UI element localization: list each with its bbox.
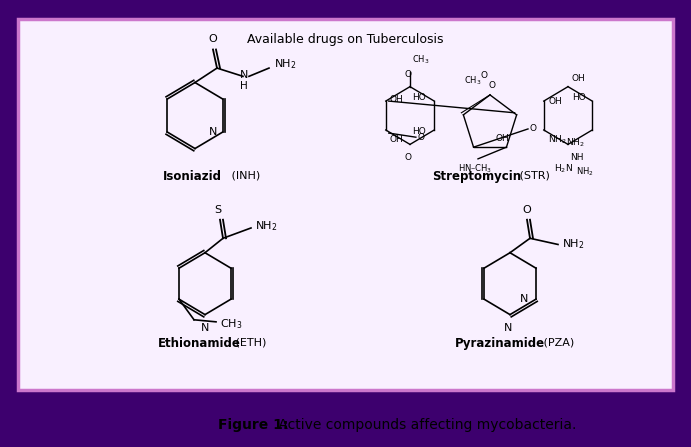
Text: O: O (404, 153, 412, 162)
Text: Figure 1:: Figure 1: (218, 417, 288, 432)
Text: NH$_2$: NH$_2$ (274, 57, 296, 71)
Text: O: O (418, 133, 425, 142)
Text: OH: OH (390, 94, 404, 104)
Text: N: N (209, 127, 218, 137)
Text: (INH): (INH) (228, 170, 261, 180)
Text: Isoniazid: Isoniazid (163, 170, 222, 183)
Text: O: O (480, 72, 487, 80)
Text: H$_2$N: H$_2$N (553, 163, 572, 176)
Text: Available drugs on Tuberculosis: Available drugs on Tuberculosis (247, 33, 443, 46)
Text: NH$_2$: NH$_2$ (562, 237, 585, 251)
Text: (ETH): (ETH) (232, 337, 266, 347)
Text: (PZA): (PZA) (540, 337, 574, 347)
Text: HO: HO (413, 93, 426, 102)
Text: NH: NH (570, 153, 583, 162)
Text: HO: HO (413, 127, 426, 135)
Text: NH$_2$: NH$_2$ (566, 136, 585, 149)
Text: Pyrazinamide: Pyrazinamide (455, 337, 545, 350)
Text: OH: OH (549, 97, 562, 105)
Text: OH: OH (572, 73, 586, 83)
Text: CH$_3$: CH$_3$ (412, 54, 430, 66)
Text: NH$_2$: NH$_2$ (576, 165, 594, 177)
Text: NH$_2$: NH$_2$ (255, 219, 278, 233)
Text: H: H (240, 80, 248, 91)
Text: NH$_2$: NH$_2$ (548, 133, 567, 146)
Text: (STR): (STR) (516, 170, 550, 180)
Text: CH$_3$: CH$_3$ (464, 74, 482, 87)
Text: O: O (530, 124, 537, 134)
Text: HO: HO (573, 93, 586, 102)
FancyBboxPatch shape (18, 19, 673, 390)
Text: O: O (404, 71, 412, 80)
Text: O: O (522, 205, 531, 215)
Text: HN–CH$_3$: HN–CH$_3$ (458, 163, 492, 176)
Text: Streptomycin: Streptomycin (432, 170, 521, 183)
Text: S: S (214, 205, 222, 215)
Text: Active compounds affecting mycobacteria.: Active compounds affecting mycobacteria. (274, 417, 577, 432)
Text: O: O (209, 34, 218, 44)
Text: Ethionamide: Ethionamide (158, 337, 241, 350)
Text: N: N (520, 294, 528, 304)
Text: OH: OH (390, 135, 404, 144)
FancyBboxPatch shape (8, 10, 683, 397)
Text: N: N (240, 70, 248, 80)
Text: N: N (201, 323, 209, 333)
Text: N: N (504, 323, 512, 333)
Text: OH: OH (496, 134, 510, 143)
Text: O: O (489, 81, 495, 90)
Text: CH$_3$: CH$_3$ (220, 317, 243, 331)
